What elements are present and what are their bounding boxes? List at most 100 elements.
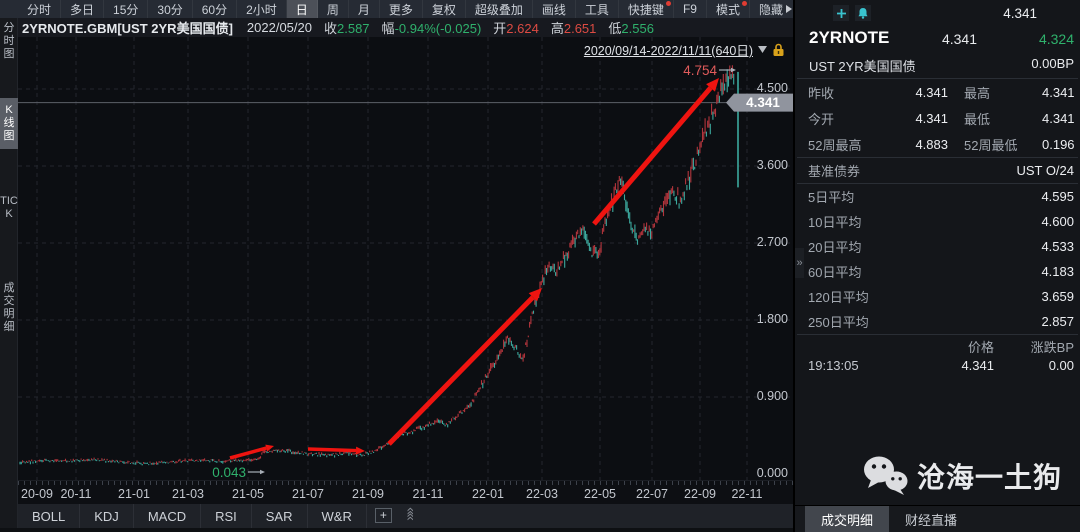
trend-arrow-head — [528, 288, 542, 302]
avg120-value: 3.659 — [1041, 289, 1074, 304]
sidebar-item-trade-detail[interactable]: 成交明细 — [3, 282, 15, 333]
52w-high-value: 4.883 — [915, 136, 948, 152]
x-axis-label: 22-01 — [472, 487, 504, 501]
period-more[interactable]: 更多 — [380, 0, 423, 18]
period-day[interactable]: 日 — [286, 0, 318, 18]
sidebar-item-timeline[interactable]: 分时图 — [3, 22, 15, 60]
trade-bp: 0.00 — [1048, 357, 1074, 373]
x-axis-label: 20-11 — [60, 487, 92, 501]
plus-icon — [836, 8, 846, 18]
last-price-tag — [726, 93, 793, 112]
change-value: -0.94%(-0.025) — [394, 21, 482, 36]
trend-arrow — [592, 86, 713, 226]
quote-date: 2022/05/20 — [246, 20, 312, 35]
indicator-tab-macd[interactable]: MACD — [134, 504, 202, 528]
avg-row: 5日平均 4.595 — [795, 184, 1080, 209]
menu-mode[interactable]: 模式 — [707, 0, 750, 18]
open-value: 4.341 — [915, 110, 948, 126]
x-axis-label: 20-09 — [21, 487, 53, 501]
trend-arrow-head — [265, 444, 274, 452]
y-axis-label: 1.800 — [756, 312, 788, 326]
trend-arrow — [229, 446, 267, 460]
menu-tools[interactable]: 工具 — [576, 0, 619, 18]
sidebar-item-kline[interactable]: K线图 — [0, 98, 18, 149]
quote-close: 收2.587 — [324, 18, 370, 37]
menu-hotkeys[interactable]: 快捷键 — [619, 0, 674, 18]
52w-high-label: 52周最高 — [808, 137, 862, 153]
tab-trade-detail[interactable]: 成交明细 — [805, 506, 890, 532]
x-axis-label: 22-11 — [731, 487, 763, 501]
period-month[interactable]: 月 — [349, 0, 380, 18]
low-value: 4.341 — [1042, 110, 1075, 126]
divider — [797, 183, 1078, 184]
prev-close-value: 4.341 — [915, 84, 948, 100]
instrument-price: 4.341 — [941, 31, 977, 47]
sidebar-item-tick[interactable]: TICK — [0, 195, 18, 220]
period-60min[interactable]: 60分 — [193, 0, 238, 18]
stat-row: 昨收 4.341 最高 4.341 — [795, 79, 1080, 105]
menu-adjust[interactable]: 复权 — [423, 0, 466, 18]
trade-row[interactable]: 19:13:05 4.341 0.00 — [795, 355, 1080, 375]
lock-icon — [773, 43, 784, 56]
trade-price: 4.341 — [961, 357, 994, 373]
tab-finance-live[interactable]: 财经直播 — [905, 512, 958, 528]
menu-overlay[interactable]: 超级叠加 — [466, 0, 533, 18]
avg60-label: 60日平均 — [808, 265, 862, 280]
trade-time: 19:13:05 — [808, 357, 859, 373]
date-range-selector[interactable]: 2020/09/14-2022/11/11(640日) — [584, 40, 785, 59]
alert-button[interactable] — [855, 5, 871, 21]
stat-row: 52周最高 4.883 52周最低 0.196 — [795, 131, 1080, 157]
period-multiday[interactable]: 多日 — [61, 0, 105, 18]
indicator-tab-boll[interactable]: BOLL — [18, 504, 81, 528]
high-label: 最高 — [964, 85, 991, 101]
chart-canvas: 4.754 0.043 4.341 — [18, 37, 793, 480]
open-value: 2.624 — [506, 21, 539, 36]
add-indicator-button[interactable]: + — [374, 508, 392, 523]
bottom-strip — [0, 528, 793, 532]
bp-change: 0.00BP — [1031, 56, 1074, 71]
avg10-label: 10日平均 — [808, 215, 862, 230]
period-15min[interactable]: 15分 — [104, 0, 149, 18]
x-axis-ticks — [18, 481, 793, 485]
x-axis-label: 21-11 — [412, 487, 444, 501]
x-axis-label: 21-09 — [352, 487, 384, 501]
collapse-panel-icon[interactable]: »» — [400, 509, 417, 521]
candles-down — [19, 69, 735, 466]
kline-chart[interactable]: 4.754 0.043 4.341 2020/09/14-2022/11/11(64… — [18, 37, 793, 480]
indicator-tab-sar[interactable]: SAR — [252, 504, 308, 528]
panel-header: 4.341 — [795, 0, 1080, 26]
panel-title-row: 2YRNOTE 4.341 4.324 — [795, 26, 1080, 53]
menu-f9[interactable]: F9 — [674, 0, 707, 18]
quote-high: 高2.651 — [551, 18, 597, 37]
x-axis-label: 21-07 — [292, 487, 324, 501]
avg5-value: 4.595 — [1041, 189, 1074, 204]
avg250-value: 2.857 — [1041, 314, 1074, 329]
notification-dot — [741, 1, 747, 6]
expand-panel-handle[interactable]: » — [795, 248, 804, 278]
period-30min[interactable]: 30分 — [148, 0, 193, 18]
indicator-tab-kdj[interactable]: KDJ — [80, 504, 134, 528]
benchmark-row: 基准债券 UST O/24 — [795, 158, 1080, 183]
trend-arrow — [307, 447, 357, 453]
period-minute[interactable]: 分时 — [18, 0, 62, 18]
panel-top-price: 4.341 — [1003, 6, 1037, 21]
indicator-tab-rsi[interactable]: RSI — [201, 504, 252, 528]
avg10-value: 4.600 — [1041, 214, 1074, 229]
bell-icon — [858, 8, 868, 19]
quote-bar: 2YRNOTE.GBM[UST 2YR美国国债] 2022/05/20 收2.5… — [18, 18, 793, 37]
y-axis-label: 0.000 — [756, 466, 788, 480]
add-watch-button[interactable] — [833, 5, 849, 21]
peak-price-label: 4.754 — [683, 63, 717, 78]
menu-mode-label: 模式 — [715, 2, 740, 17]
period-2hour[interactable]: 2小时 — [237, 0, 287, 18]
indicator-tab-wr[interactable]: W&R — [308, 504, 367, 528]
low-label: 低 — [608, 21, 622, 36]
quote-open: 开2.624 — [493, 18, 539, 37]
bp-col-header: 涨跌BP — [1030, 340, 1074, 355]
trend-arrow-head — [706, 78, 719, 92]
menu-hotkeys-label: 快捷键 — [627, 2, 664, 17]
period-week[interactable]: 周 — [318, 0, 349, 18]
stat-row: 今开 4.341 最低 4.341 — [795, 105, 1080, 131]
menu-draw[interactable]: 画线 — [533, 0, 576, 18]
